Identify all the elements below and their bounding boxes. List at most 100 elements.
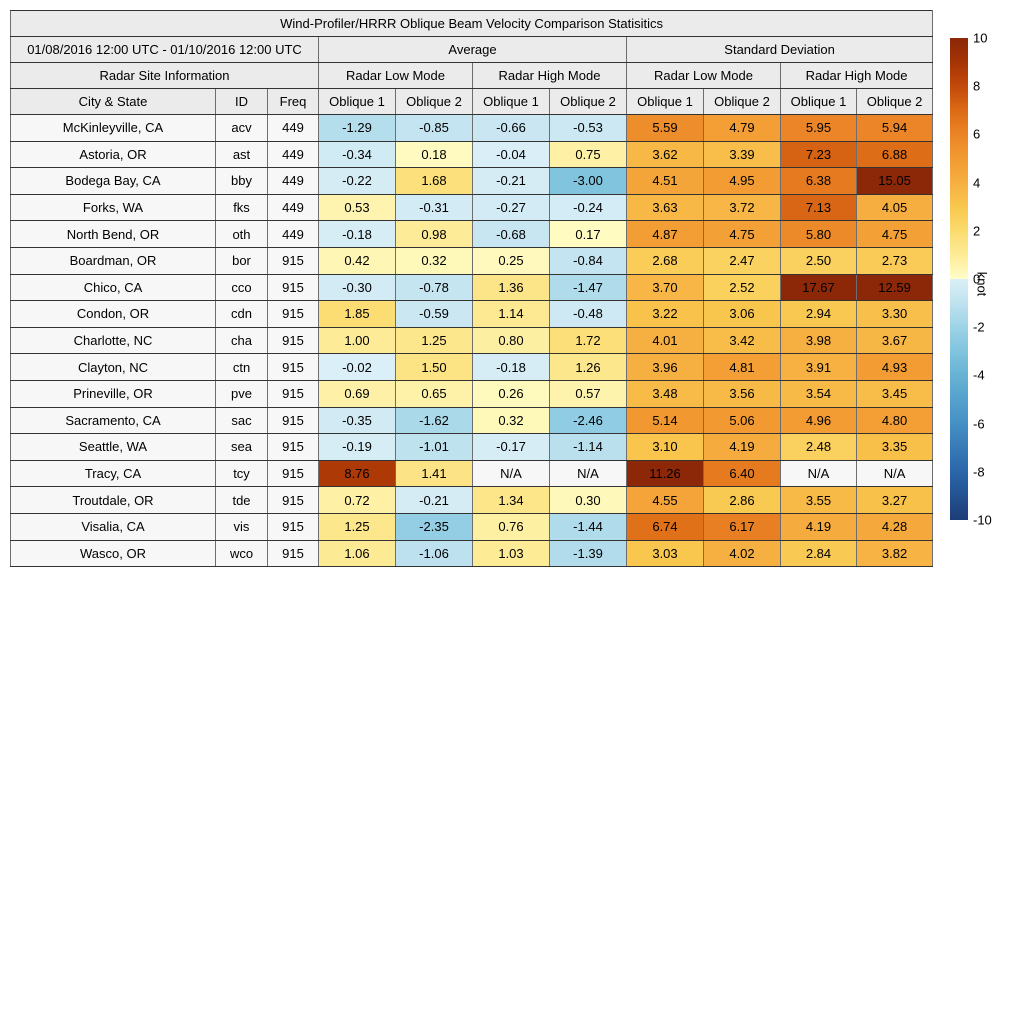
city-cell: Tracy, CA <box>10 459 216 488</box>
value-cell: 1.00 <box>318 326 396 355</box>
value-cell: 3.10 <box>626 433 704 461</box>
table-row: Condon, OR cdn 915 1.85 -0.59 1.14 -0.48 3.22 3.… <box>10 300 934 328</box>
site-id-cell: bby <box>215 167 268 195</box>
value-cell: 3.67 <box>855 326 934 355</box>
value-cell: 0.57 <box>549 379 627 408</box>
value-cell: 5.14 <box>626 406 704 435</box>
value-cell: N/A <box>855 459 934 488</box>
value-cell: 2.52 <box>703 273 781 302</box>
statistics-table: Wind-Profiler/HRRR Oblique Beam Velocity… <box>9 10 934 568</box>
value-cell: 4.55 <box>626 486 704 514</box>
value-cell: 1.34 <box>472 486 550 514</box>
value-cell: -1.14 <box>549 433 627 461</box>
table-row: McKinleyville, CA acv 449 -1.29 -0.85 -0.66 -0… <box>10 114 934 142</box>
colorbar-tick-label: 2 <box>973 223 981 239</box>
value-cell: 3.30 <box>855 300 934 328</box>
site-id-cell: cha <box>215 326 268 355</box>
table-row: Chico, CA cco 915 -0.30 -0.78 1.36 -1.47 3.70 2.… <box>10 273 934 302</box>
value-cell: 0.76 <box>472 512 550 541</box>
table-row: Visalia, CA vis 915 1.25 -2.35 0.76 -1.44 6.74 6… <box>10 512 934 541</box>
mode-header-avg-low: Radar Low Mode <box>318 62 473 89</box>
site-id-cell: vis <box>215 512 268 541</box>
value-cell: 4.75 <box>703 220 781 248</box>
site-id-cell: tde <box>215 486 268 514</box>
site-id-cell: ast <box>215 140 268 169</box>
value-cell: 2.47 <box>703 246 781 275</box>
value-cell: 4.02 <box>703 539 781 568</box>
freq-cell: 915 <box>267 246 319 275</box>
value-cell: -0.21 <box>395 486 473 514</box>
value-cell: 3.96 <box>626 353 704 381</box>
colorbar-tick-label: -6 <box>973 416 985 432</box>
colorbar-tick-label: 0 <box>973 271 981 287</box>
value-cell: 1.85 <box>318 300 396 328</box>
value-cell: 0.80 <box>472 326 550 355</box>
value-cell: 3.03 <box>626 539 704 568</box>
freq-cell: 915 <box>267 326 319 355</box>
value-cell: 1.41 <box>395 459 473 488</box>
value-cell: 4.81 <box>703 353 781 381</box>
value-cell: 5.95 <box>780 114 857 142</box>
site-id-cell: tcy <box>215 459 268 488</box>
col-header-id: ID <box>215 88 268 115</box>
value-cell: 4.96 <box>780 406 857 435</box>
value-cell: 7.13 <box>780 193 857 222</box>
value-cell: 0.75 <box>549 140 627 169</box>
group-header-average: Average <box>318 36 627 63</box>
table-row: Seattle, WA sea 915 -0.19 -1.01 -0.17 -1.14 3.1… <box>10 433 934 461</box>
value-cell: 1.14 <box>472 300 550 328</box>
value-cell: 1.26 <box>549 353 627 381</box>
value-cell: 0.98 <box>395 220 473 248</box>
table-title: Wind-Profiler/HRRR Oblique Beam Velocity… <box>9 10 934 37</box>
value-cell: 1.68 <box>395 167 473 195</box>
value-cell: -0.21 <box>472 167 550 195</box>
site-id-cell: acv <box>215 114 268 142</box>
value-cell: -0.66 <box>472 114 550 142</box>
value-cell: 3.70 <box>626 273 704 302</box>
freq-cell: 915 <box>267 300 319 328</box>
value-cell: 4.79 <box>703 114 781 142</box>
value-cell: 6.40 <box>703 459 781 488</box>
value-cell: -0.59 <box>395 300 473 328</box>
city-cell: Seattle, WA <box>10 433 216 461</box>
value-cell: 3.62 <box>626 140 704 169</box>
city-cell: McKinleyville, CA <box>10 114 216 142</box>
value-cell: 6.74 <box>626 512 704 541</box>
table-row: Charlotte, NC cha 915 1.00 1.25 0.80 1.72 4.01 3… <box>10 326 934 355</box>
value-cell: 0.18 <box>395 140 473 169</box>
value-cell: N/A <box>780 459 857 488</box>
value-cell: -1.47 <box>549 273 627 302</box>
site-id-cell: fks <box>215 193 268 222</box>
site-info-header: Radar Site Information <box>10 62 319 89</box>
value-cell: -0.78 <box>395 273 473 302</box>
table-row: North Bend, OR oth 449 -0.18 0.98 -0.68 0.17 4.… <box>10 220 934 248</box>
value-cell: -1.01 <box>395 433 473 461</box>
value-cell: 6.38 <box>780 167 857 195</box>
table-row: Boardman, OR bor 915 0.42 0.32 0.25 -0.84 2.68 2… <box>10 246 934 275</box>
mode-header-avg-high: Radar High Mode <box>472 62 627 89</box>
value-cell: 5.94 <box>855 114 934 142</box>
city-cell: North Bend, OR <box>10 220 216 248</box>
value-cell: 2.50 <box>780 246 857 275</box>
freq-cell: 449 <box>267 167 319 195</box>
freq-cell: 915 <box>267 353 319 381</box>
value-cell: -0.04 <box>472 140 550 169</box>
col-header-oblique: Oblique 1 <box>318 88 396 115</box>
site-id-cell: pve <box>215 379 268 408</box>
freq-cell: 915 <box>267 406 319 435</box>
freq-cell: 449 <box>267 114 319 142</box>
value-cell: 12.59 <box>855 273 934 302</box>
value-cell: 2.68 <box>626 246 704 275</box>
value-cell: 3.27 <box>855 486 934 514</box>
site-id-cell: ctn <box>215 353 268 381</box>
value-cell: -0.17 <box>472 433 550 461</box>
column-header-row: City & State ID Freq Oblique 1 Oblique 2… <box>10 88 934 115</box>
value-cell: 4.19 <box>703 433 781 461</box>
freq-cell: 915 <box>267 273 319 302</box>
value-cell: -0.18 <box>318 220 396 248</box>
value-cell: 4.75 <box>855 220 934 248</box>
value-cell: -0.31 <box>395 193 473 222</box>
value-cell: -0.53 <box>549 114 627 142</box>
value-cell: -0.85 <box>395 114 473 142</box>
col-header-oblique: Oblique 2 <box>703 88 781 115</box>
